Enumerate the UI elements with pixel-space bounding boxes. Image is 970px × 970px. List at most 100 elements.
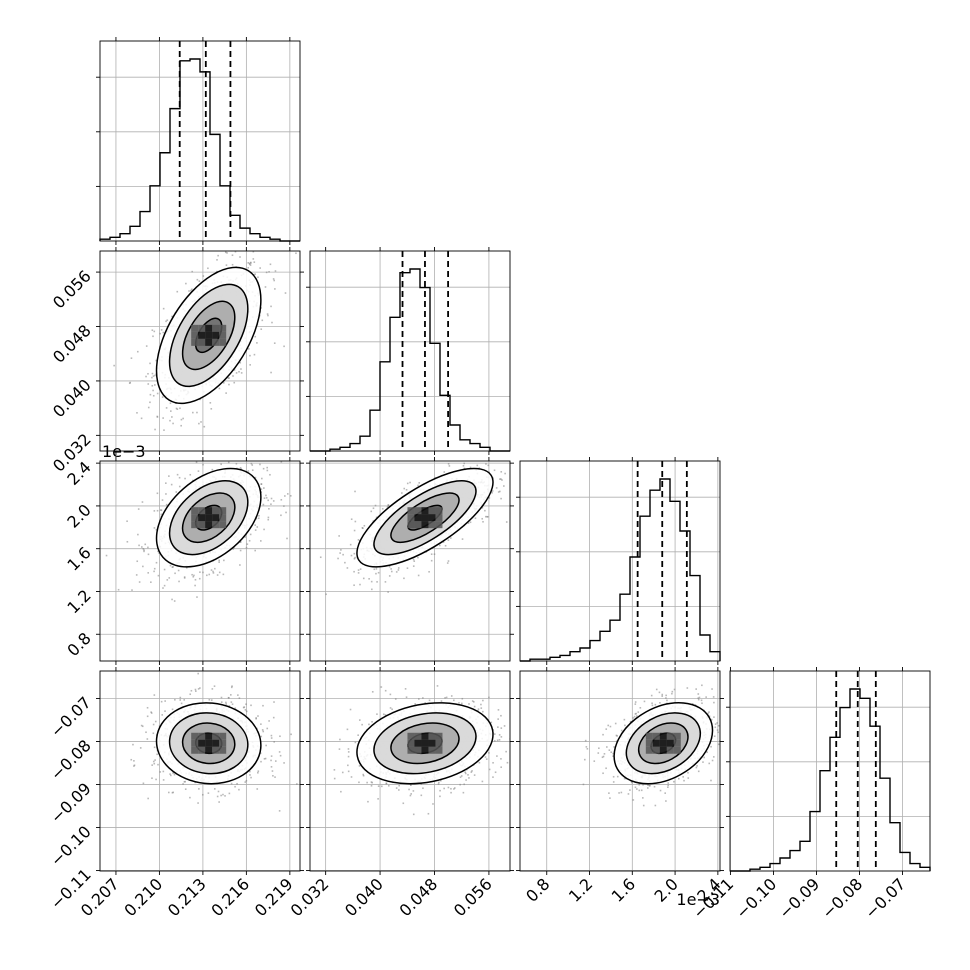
sample-point [146,738,149,740]
sample-point [192,411,194,414]
axes-frame [519,460,721,662]
sample-point [147,572,150,574]
sample-point [147,372,149,375]
sample-point [304,543,306,545]
histogram-step [730,688,931,872]
sample-point [266,313,269,315]
sample-point [152,394,155,397]
sample-point [347,764,349,767]
sample-point [268,507,270,510]
sample-point [711,688,713,690]
sample-point [152,760,155,763]
density-cell [414,732,422,740]
sample-point [380,686,383,688]
sample-point [523,482,525,484]
density-cell [212,514,220,522]
sample-point [113,364,115,367]
sample-point [486,515,488,518]
sample-point [491,492,493,494]
sample-point [462,465,465,467]
sample-point [162,307,165,310]
sample-point [510,455,512,457]
scatter-points [304,455,525,596]
axes-frame [309,250,511,452]
sample-point [427,812,430,815]
sample-point [453,787,456,789]
sample-point [259,267,261,269]
density-cell [428,732,436,740]
density-cell [435,521,443,529]
sample-point [257,715,259,717]
sample-point [164,710,166,712]
sample-point [150,711,152,713]
sample-point [179,699,182,701]
sample-point [171,708,174,711]
sample-point [254,476,257,479]
density-cell [212,324,220,332]
sample-point [261,477,263,480]
sample-point [420,783,423,785]
sample-point [446,562,449,564]
sample-point [171,791,174,794]
sample-point [403,487,406,490]
sample-point [156,492,159,495]
sample-point [467,522,470,524]
sample-point [225,392,227,394]
sample-point [149,401,151,404]
sample-point [337,557,339,560]
sample-point [250,704,252,707]
sample-point [482,699,484,702]
sample-point [202,275,205,277]
sample-point [173,600,176,602]
sample-point [387,591,389,593]
sample-point [262,704,264,707]
sample-point [143,550,145,553]
sample-point [175,407,178,410]
density-cell [198,746,206,754]
sample-point [279,735,281,738]
sample-point [132,743,134,746]
sample-point [270,305,272,308]
sample-point [162,331,165,334]
sample-point [197,802,199,804]
sample-point [239,361,242,364]
scatter-panel-2-3 [516,667,724,875]
sample-point [629,789,631,791]
histogram-step [99,58,300,242]
sample-point [191,270,194,273]
sample-point [268,270,270,273]
sample-point [501,479,503,481]
sample-point [417,556,419,559]
sample-point [225,701,227,704]
sample-point [413,560,416,562]
sample-point [151,777,153,780]
sample-point [153,510,156,512]
sample-point [371,588,373,591]
sample-point [257,771,259,774]
sample-point [162,770,165,773]
sample-point [245,710,248,713]
sample-point [227,696,230,699]
sample-point [430,559,433,562]
sample-point [397,569,400,571]
sample-point [710,718,713,721]
sample-point [244,781,247,783]
sample-point [326,767,328,769]
sample-point [189,693,192,696]
sample-point [390,568,392,570]
sample-point [473,705,476,708]
sample-point [284,495,286,497]
sample-point [183,577,186,579]
sample-point [659,702,661,704]
sample-point [357,569,360,571]
sample-point [151,329,154,332]
sample-point [492,776,494,778]
sample-point [181,458,183,460]
sample-point [239,549,242,552]
sample-point [417,574,420,577]
sample-point [149,362,151,365]
sample-point [384,714,387,716]
density-cell [219,746,227,754]
sample-point [234,785,236,788]
sample-point [280,514,282,517]
